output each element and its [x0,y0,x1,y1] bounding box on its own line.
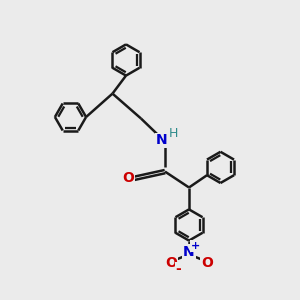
Text: +: + [191,241,200,251]
Text: N: N [156,134,167,147]
Text: O: O [165,256,177,270]
Text: -: - [175,262,181,276]
Text: O: O [122,172,134,185]
Text: N: N [183,245,195,259]
Text: O: O [201,256,213,270]
Text: H: H [168,127,178,140]
